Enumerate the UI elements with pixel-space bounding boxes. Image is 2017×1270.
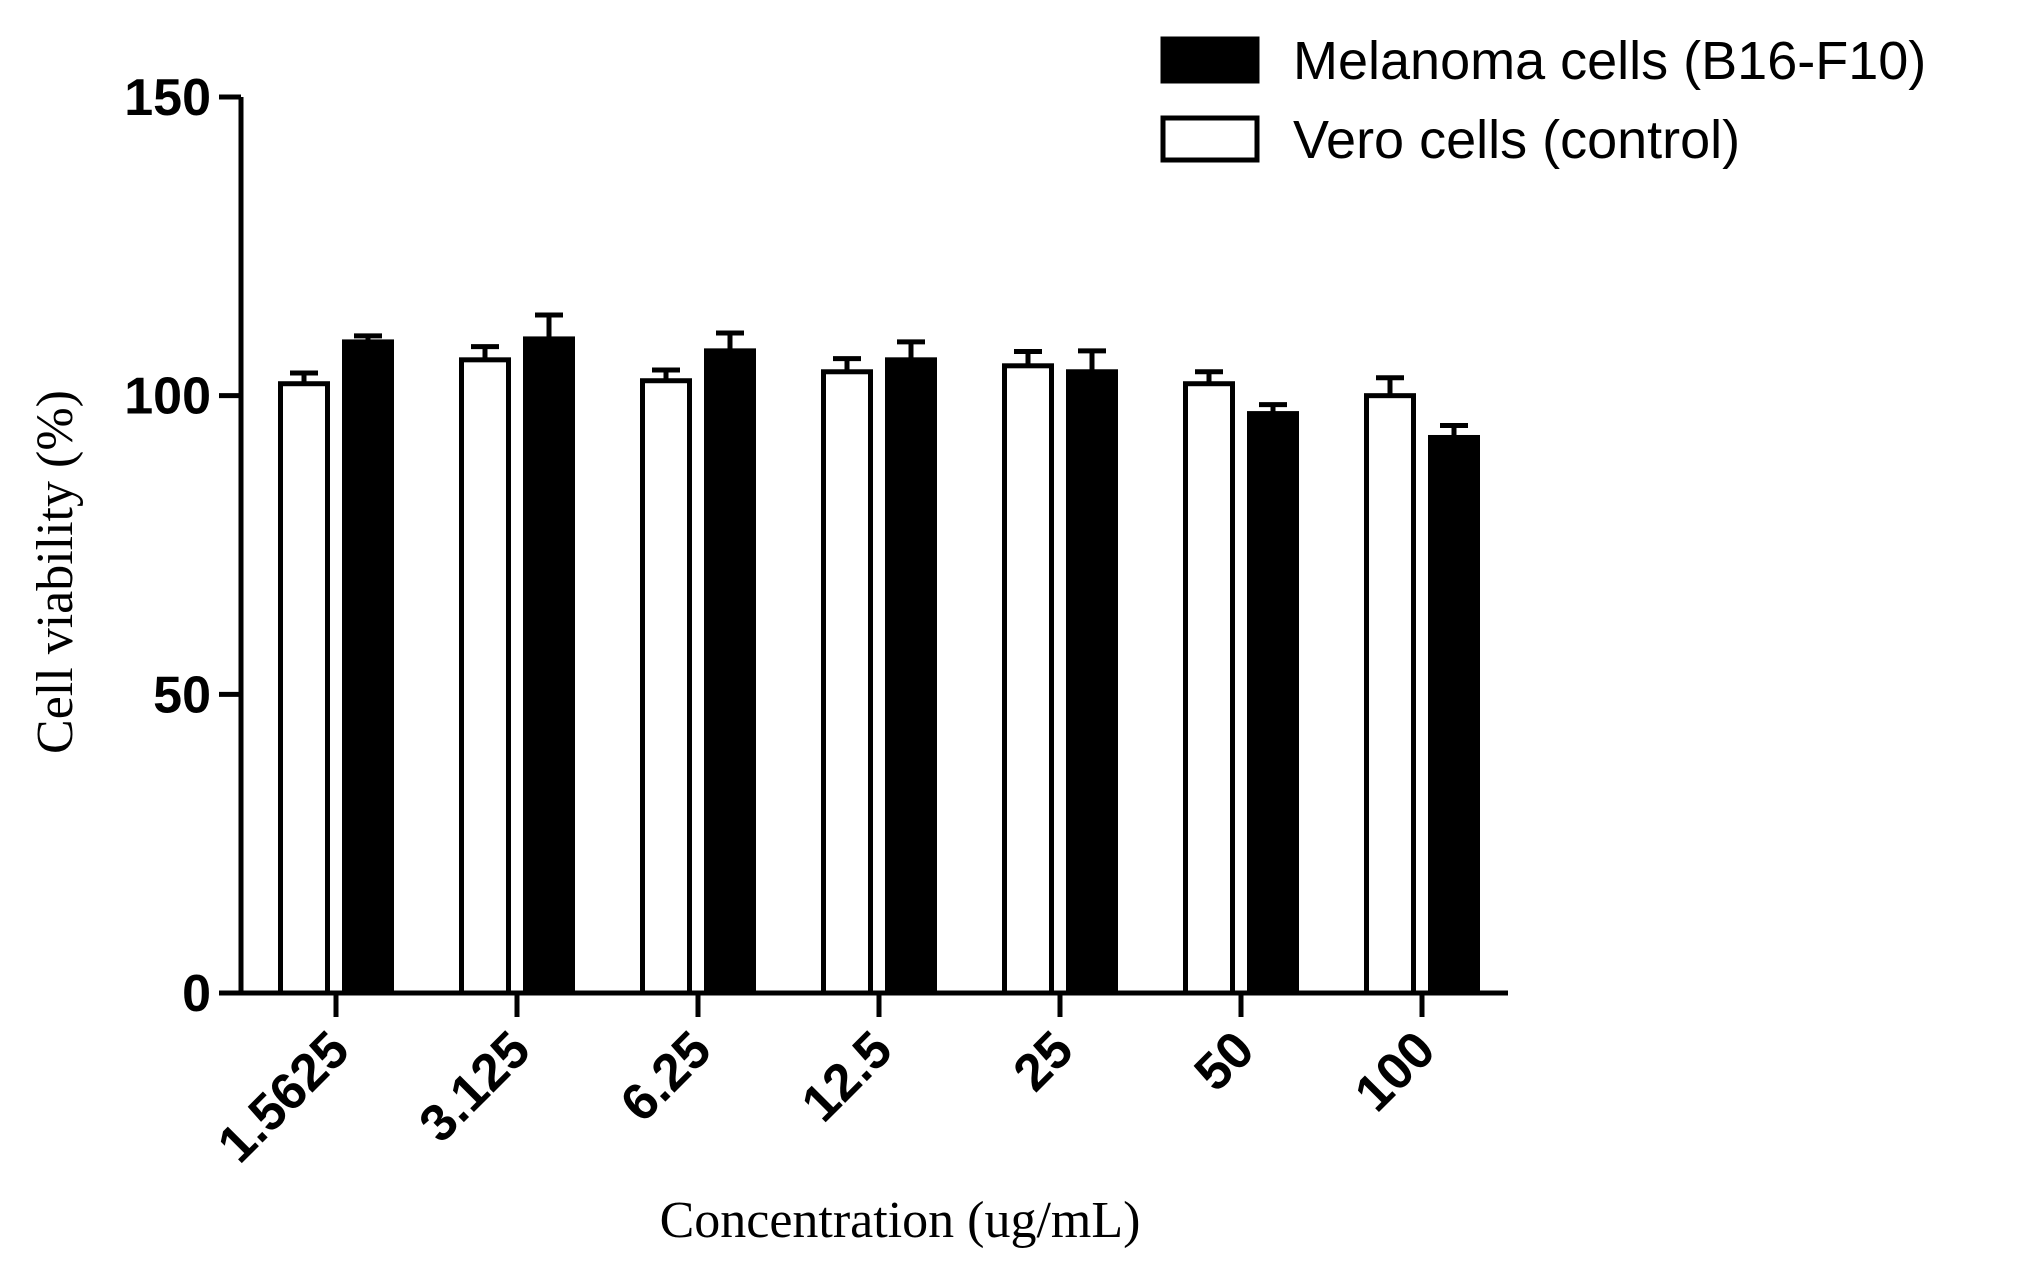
x-tick-label-6: 100 xyxy=(1344,1020,1446,1122)
legend-swatch-vero xyxy=(1160,115,1260,163)
x-tick-label-2: 6.25 xyxy=(610,1020,723,1133)
y-tick-label-0: 0 xyxy=(182,965,211,1023)
bar-melanoma-0 xyxy=(342,339,394,996)
bar-vero-5 xyxy=(1183,381,1235,996)
y-tick-label-150: 150 xyxy=(124,69,211,127)
bar-melanoma-1 xyxy=(523,336,575,996)
x-tick-label-4: 25 xyxy=(1003,1020,1085,1102)
y-tick-label-50: 50 xyxy=(153,666,211,724)
bar-melanoma-2 xyxy=(704,348,756,996)
x-tick-label-1: 3.125 xyxy=(408,1020,541,1153)
y-tick-label-100: 100 xyxy=(124,368,211,426)
x-tick-label-5: 50 xyxy=(1184,1020,1266,1102)
bar-melanoma-5 xyxy=(1247,411,1299,996)
bar-vero-3 xyxy=(821,369,873,996)
bar-melanoma-3 xyxy=(885,357,937,996)
y-axis-title: Cell viability (%) xyxy=(27,390,84,754)
bar-melanoma-6 xyxy=(1428,434,1480,996)
bar-melanoma-4 xyxy=(1066,369,1118,996)
x-axis-title: Concentration (ug/mL) xyxy=(660,1192,1141,1249)
bar-vero-6 xyxy=(1364,393,1416,996)
legend-label-vero: Vero cells (control) xyxy=(1293,110,1740,170)
bar-vero-2 xyxy=(640,378,692,996)
x-tick-label-0: 1.5625 xyxy=(207,1020,360,1173)
bar-vero-1 xyxy=(459,357,511,996)
legend-label-melanoma: Melanoma cells (B16-F10) xyxy=(1293,31,1926,91)
bar-vero-0 xyxy=(278,381,330,996)
bar-vero-4 xyxy=(1002,363,1054,996)
x-tick-label-3: 12.5 xyxy=(791,1020,904,1133)
legend-swatch-melanoma xyxy=(1160,36,1260,84)
